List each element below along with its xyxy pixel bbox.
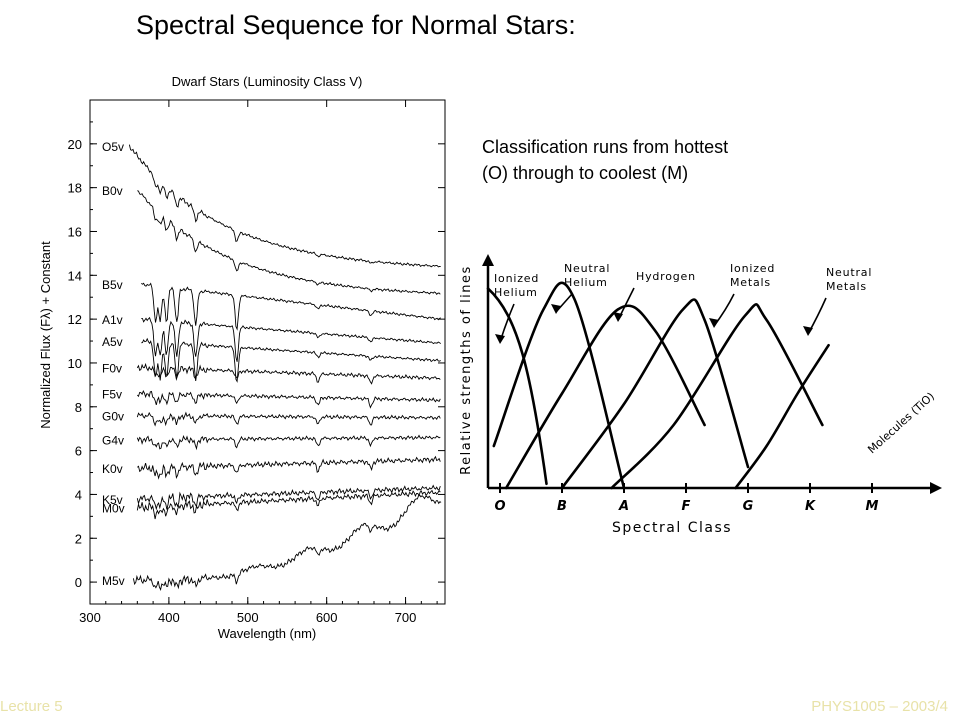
spectrum-line-g4v — [136, 434, 441, 451]
line-strength-chart: Spectral Class Relative strengths of lin… — [452, 240, 952, 550]
spectrum-label-f0v: F0v — [102, 361, 122, 375]
caption-line-1: Classification runs from hottest — [482, 137, 729, 157]
annotation-neutral-helium-line-1: Neutral — [564, 262, 610, 275]
y-tick-label: 0 — [75, 575, 82, 590]
spectrum-label-k5v: K5v — [102, 493, 123, 507]
spectrum-line-a1v — [141, 316, 441, 362]
annotation-arrowhead-neutral-helium — [551, 304, 561, 314]
x-tick-label: 600 — [316, 610, 338, 625]
spectrum-line-b5v — [141, 282, 441, 331]
annotation-arrowhead-hydrogen — [613, 312, 623, 322]
spectra-chart-title: Dwarf Stars (Luminosity Class V) — [172, 74, 363, 89]
spectrum-label-m0v: M0v — [102, 502, 125, 516]
curve-ionized-metals — [560, 298, 750, 490]
annotation-ionized-helium-line-2: Helium — [494, 286, 538, 299]
y-tick-label: 4 — [75, 487, 82, 502]
spectra-x-axis-label: Wavelength (nm) — [218, 626, 317, 641]
spectrum-label-a5v: A5v — [102, 335, 123, 349]
annotation-ionized-metals-line-1: Ionized — [730, 262, 775, 275]
spectrum-line-b0v — [137, 190, 441, 295]
spectrum-label-o5v: O5v — [102, 140, 124, 154]
curve-ionized-helium — [486, 287, 548, 486]
strength-x-axis-arrowhead — [930, 482, 942, 494]
x-tick-label: 400 — [158, 610, 180, 625]
class-tick-label-f: F — [682, 499, 691, 514]
y-tick-label: 14 — [68, 268, 82, 283]
spectrum-line-o5v — [128, 144, 441, 268]
strength-y-axis-label: Relative strengths of lines — [459, 265, 474, 475]
footer-lecture: Lecture 5 — [0, 698, 63, 715]
annotation-neutral-metals-line-2: Metals — [826, 280, 867, 293]
annotation-hydrogen-line-1: Hydrogen — [636, 270, 696, 283]
spectrum-line-m5v — [132, 494, 442, 591]
annotation-ionized-helium-line-1: Ionized — [494, 272, 539, 285]
spectrum-line-m0v — [136, 489, 441, 520]
strength-x-axis-label: Spectral Class — [612, 520, 732, 536]
spectra-y-axis-label: Normalized Flux (Fλ) + Constant — [38, 241, 53, 429]
annotation-molecules-tio: Molecules (TiO) — [865, 390, 937, 456]
spectrum-label-k0v: K0v — [102, 462, 123, 476]
spectrum-line-f5v — [136, 390, 441, 409]
class-tick-label-o: O — [494, 499, 505, 514]
dwarf-spectra-svg: Dwarf Stars (Luminosity Class V) Wavelen… — [38, 74, 446, 641]
y-tick-label: 12 — [68, 312, 82, 327]
y-tick-label: 16 — [68, 224, 82, 239]
spectra-plot-frame — [89, 99, 446, 605]
annotation-arrowhead-neutral-metals — [803, 326, 813, 336]
annotation-arrowhead-ionized-metals — [709, 318, 719, 328]
annotation-neutral-metals-line-1: Neutral — [826, 266, 872, 279]
strength-y-axis-arrowhead — [482, 254, 494, 266]
slide-title: Spectral Sequence for Normal Stars: — [136, 10, 576, 40]
y-tick-label: 20 — [68, 137, 82, 152]
annotation-arrowhead-ionized-helium — [495, 334, 505, 344]
x-tick-label: 500 — [237, 610, 259, 625]
curve-molecules-tio — [734, 343, 830, 490]
y-tick-label: 8 — [75, 400, 82, 415]
spectrum-label-g4v: G4v — [102, 434, 124, 448]
class-tick-label-g: G — [743, 499, 754, 514]
spectrum-line-k5v — [136, 484, 441, 511]
line-strength-svg: Spectral Class Relative strengths of lin… — [459, 254, 942, 536]
spectrum-label-b5v: B5v — [102, 278, 123, 292]
spectrum-line-f0v — [136, 362, 441, 385]
spectrum-label-b0v: B0v — [102, 184, 123, 198]
spectrum-label-f5v: F5v — [102, 388, 122, 402]
y-tick-label: 18 — [68, 181, 82, 196]
dwarf-spectra-chart: Dwarf Stars (Luminosity Class V) Wavelen… — [0, 60, 470, 660]
class-tick-label-k: K — [805, 499, 816, 514]
caption-line-2: (O) through to coolest (M) — [482, 163, 689, 183]
x-tick-label: 300 — [79, 610, 101, 625]
y-tick-label: 10 — [68, 356, 82, 371]
spectrum-label-g0v: G0v — [102, 410, 124, 424]
spectrum-line-k0v — [137, 455, 441, 480]
class-tick-label-a: A — [618, 499, 629, 514]
y-tick-label: 2 — [75, 531, 82, 546]
annotation-neutral-helium-line-2: Helium — [564, 276, 608, 289]
class-tick-label-m: M — [866, 499, 879, 514]
spectrum-line-g0v — [136, 411, 441, 427]
curve-neutral-helium — [492, 281, 626, 490]
footer-course: PHYS1005 – 2003/4 — [811, 698, 948, 715]
spectrum-label-m5v: M5v — [102, 574, 125, 588]
spectrum-label-a1v: A1v — [102, 313, 123, 327]
annotation-ionized-metals-line-2: Metals — [730, 276, 771, 289]
curve-hydrogen — [504, 304, 706, 490]
classification-caption: Classification runs from hottest (O) thr… — [482, 134, 842, 186]
class-tick-label-b: B — [557, 499, 567, 514]
spectrum-line-a5v — [141, 337, 441, 383]
y-tick-label: 6 — [75, 444, 82, 459]
curve-neutral-metals — [610, 303, 824, 490]
x-tick-label: 700 — [395, 610, 417, 625]
